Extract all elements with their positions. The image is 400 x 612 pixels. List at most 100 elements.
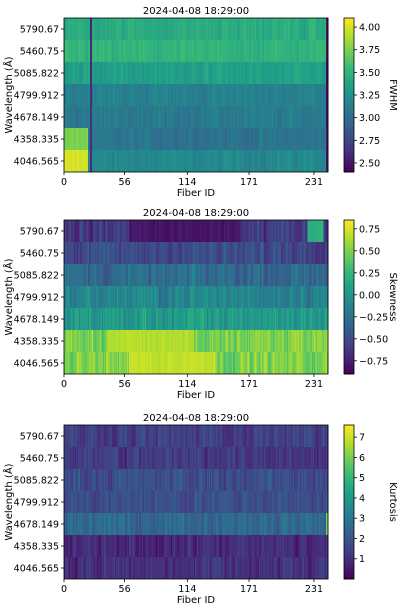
heatmap-cell — [214, 491, 216, 513]
heatmap-cell — [124, 491, 127, 513]
heatmap-cell — [136, 447, 138, 469]
heatmap-cell — [153, 18, 156, 40]
heatmap-cell — [125, 106, 128, 128]
heatmap-cell — [144, 264, 146, 286]
heatmap-cell — [100, 513, 103, 535]
heatmap-cell — [237, 242, 239, 264]
heatmap-cell — [290, 220, 292, 242]
heatmap-cell — [256, 535, 259, 557]
heatmap-cell — [260, 308, 263, 330]
heatmap-cell — [251, 150, 253, 172]
heatmap-cell — [266, 62, 268, 84]
heatmap-cell — [106, 286, 108, 308]
heatmap-cell — [258, 220, 261, 242]
heatmap-cell — [211, 220, 213, 242]
heatmap-cell — [191, 513, 194, 535]
heatmap-cell — [118, 40, 120, 62]
heatmap-cell — [100, 469, 103, 491]
heatmap-cell — [259, 535, 262, 557]
heatmap-cell — [265, 469, 267, 491]
heatmap-cell — [99, 535, 102, 557]
heatmap-cell — [188, 264, 190, 286]
heatmap-cell — [191, 62, 194, 84]
heatmap-cell — [321, 308, 323, 330]
heatmap-cell — [265, 308, 267, 330]
heatmap-cell — [114, 491, 117, 513]
heatmap-cell — [174, 242, 176, 264]
heatmap-cell — [100, 84, 103, 106]
colorbar-segment — [344, 363, 354, 367]
heatmap-cell — [160, 491, 162, 513]
heatmap-cell — [218, 286, 221, 308]
heatmap-cell — [231, 264, 234, 286]
heatmap-cell — [71, 535, 74, 557]
heatmap-cell — [214, 286, 216, 308]
heatmap-cell — [194, 264, 197, 286]
heatmap-cell — [269, 330, 272, 352]
heatmap-cell — [257, 220, 260, 242]
heatmap-cell — [186, 447, 188, 469]
heatmap-cell — [113, 447, 116, 469]
heatmap-cell — [219, 106, 222, 128]
heatmap-cell — [190, 308, 193, 330]
heatmap-cell — [304, 352, 306, 374]
heatmap-cell — [287, 308, 290, 330]
heatmap-cell — [207, 84, 210, 106]
heatmap-cell — [184, 128, 186, 150]
heatmap-cell — [214, 330, 216, 352]
heatmap-cell — [291, 84, 293, 106]
heatmap-cell — [204, 128, 207, 150]
heatmap-cell — [138, 84, 141, 106]
heatmap-cell — [297, 513, 300, 535]
heatmap-cell — [219, 264, 222, 286]
heatmap-cell — [170, 557, 172, 579]
heatmap-cell — [212, 513, 214, 535]
heatmap-cell — [87, 330, 90, 352]
heatmap-cell — [150, 128, 153, 150]
heatmap-cell — [267, 469, 269, 491]
heatmap-cell — [303, 308, 305, 330]
heatmap-cell — [100, 286, 103, 308]
heatmap-cell — [208, 264, 211, 286]
heatmap-cell — [65, 352, 67, 374]
heatmap-cell — [137, 308, 140, 330]
heatmap-cell — [284, 513, 287, 535]
heatmap-cell — [106, 308, 108, 330]
heatmap-cell — [196, 513, 198, 535]
heatmap-cell — [97, 352, 100, 374]
heatmap-cell — [304, 220, 306, 242]
heatmap-cell — [287, 330, 290, 352]
heatmap-cell — [184, 535, 186, 557]
heatmap-cell — [167, 513, 170, 535]
heatmap-cell — [152, 352, 155, 374]
heatmap-cell — [133, 513, 135, 535]
heatmap-cell — [70, 62, 72, 84]
heatmap-cell — [242, 18, 244, 40]
heatmap-cell — [150, 84, 153, 106]
heatmap-cell — [147, 18, 149, 40]
heatmap-cell — [107, 220, 109, 242]
heatmap-cell — [245, 308, 248, 330]
heatmap-cell — [144, 491, 146, 513]
heatmap-cell — [88, 513, 91, 535]
heatmap-cell — [86, 447, 89, 469]
heatmap-cell — [223, 242, 225, 264]
heatmap-cell — [264, 242, 266, 264]
heatmap-cell — [225, 18, 227, 40]
heatmap-cell — [74, 513, 77, 535]
heatmap-cell — [234, 18, 237, 40]
heatmap-cell — [110, 242, 112, 264]
heatmap-cell — [180, 40, 183, 62]
heatmap-cell — [86, 308, 89, 330]
heatmap-cell — [207, 447, 210, 469]
heatmap-cell — [311, 40, 314, 62]
heatmap-cell — [266, 308, 268, 330]
heatmap-cell — [122, 264, 124, 286]
heatmap-cell — [277, 557, 279, 579]
heatmap-cell — [199, 469, 201, 491]
heatmap-cell — [74, 352, 77, 374]
heatmap-cell — [211, 535, 213, 557]
heatmap-cell — [141, 535, 144, 557]
heatmap-cell — [202, 264, 204, 286]
heatmap-cell — [92, 286, 94, 308]
